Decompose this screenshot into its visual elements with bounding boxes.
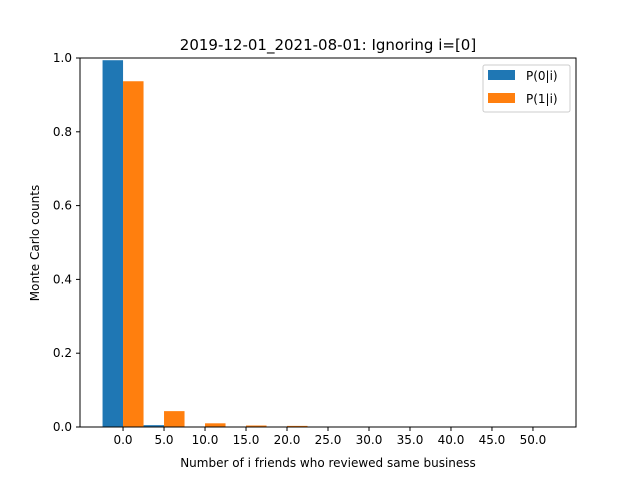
x-tick-label: 5.0 [154,433,173,447]
x-tick-label: 40.0 [438,433,465,447]
bar-series-1-0 [103,60,124,427]
bar-series-2-2 [205,423,226,427]
x-tick-label: 10.0 [192,433,219,447]
y-tick-label: 0.6 [53,199,72,213]
legend-label-series-1: P(0|i) [526,69,558,83]
legend: P(0|i) P(1|i) [483,65,570,112]
x-tick-label: 45.0 [479,433,506,447]
legend-label-series-2: P(1|i) [526,92,558,106]
y-tick-label: 0.0 [53,420,72,434]
chart-title: 2019-12-01_2021-08-01: Ignoring i=[0] [180,36,476,55]
x-tick-label: 0.0 [113,433,132,447]
bar-series-2-0 [123,81,144,427]
x-tick-label: 15.0 [233,433,260,447]
y-tick-label: 0.8 [53,125,72,139]
y-tick-label: 0.2 [53,346,72,360]
x-tick-label: 25.0 [315,433,342,447]
legend-swatch-series-1 [488,70,515,80]
x-tick-label: 50.0 [520,433,547,447]
x-axis-label: Number of i friends who reviewed same bu… [180,456,476,470]
x-tick-label: 20.0 [274,433,301,447]
legend-swatch-series-2 [488,93,515,103]
bar-series-2-1 [164,411,185,427]
y-tick-label: 0.4 [53,272,72,286]
x-tick-label: 35.0 [397,433,424,447]
x-tick-label: 30.0 [356,433,383,447]
y-axis-label: Monte Carlo counts [28,185,42,301]
y-tick-label: 1.0 [53,51,72,65]
